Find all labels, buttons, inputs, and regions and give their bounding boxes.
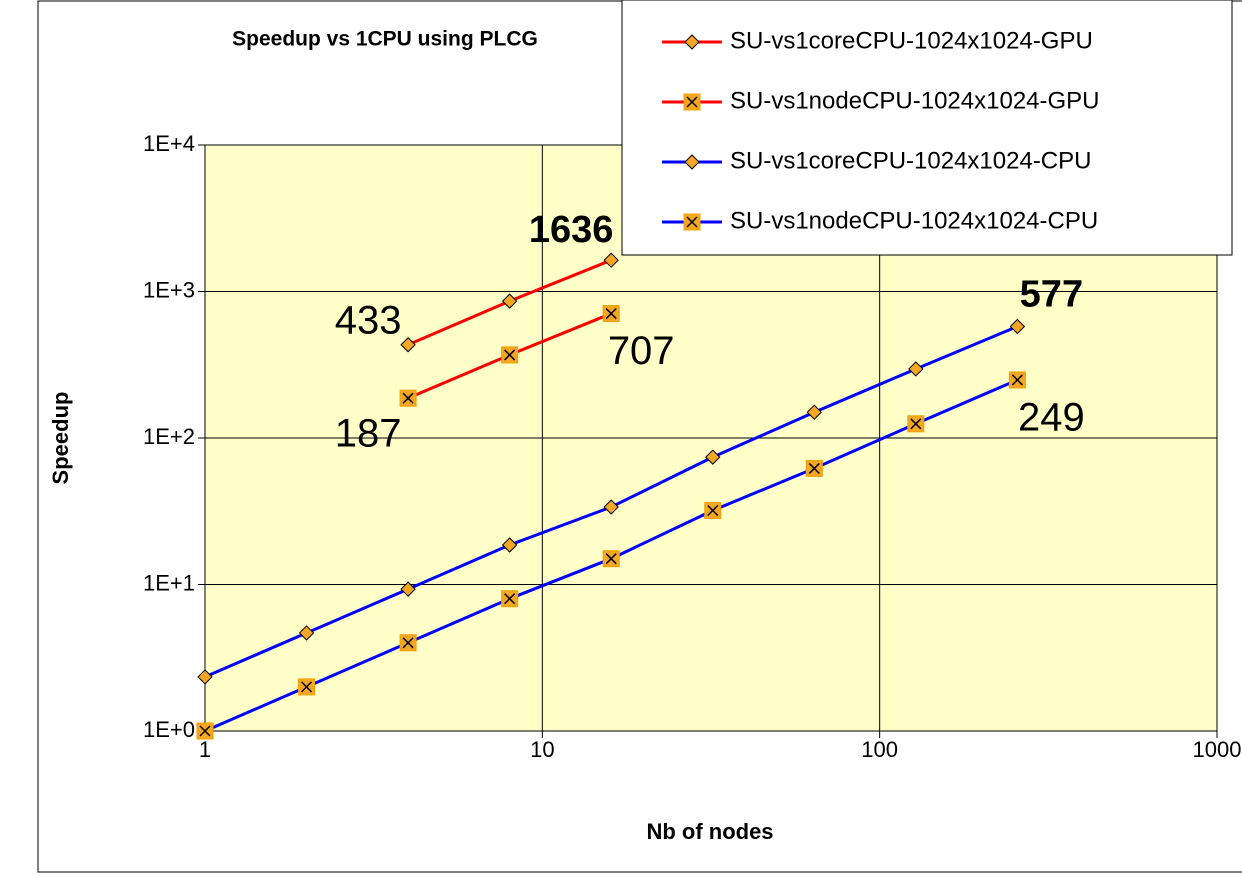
legend-marker xyxy=(683,213,701,231)
marker xyxy=(705,449,721,465)
marker xyxy=(400,581,416,597)
y-tick-label: 1E+3 xyxy=(143,277,195,302)
marker xyxy=(1008,371,1026,389)
x-tick-label: 10 xyxy=(530,737,554,762)
marker-cross xyxy=(199,725,211,737)
marker-cross xyxy=(504,349,516,361)
legend-marker xyxy=(683,93,701,111)
legend-box xyxy=(621,0,1233,256)
y-axis-label: Speedup xyxy=(48,392,73,485)
legend-marker xyxy=(684,34,700,50)
marker xyxy=(298,625,315,641)
marker xyxy=(805,459,823,477)
marker-cross xyxy=(686,216,698,228)
legend: SU-vs1coreCPU-1024x1024-GPU SU-vs1nodeCPU… xyxy=(621,0,1233,256)
data-label: 577 xyxy=(1020,274,1083,316)
marker xyxy=(806,404,822,420)
legend-label: SU-vs1coreCPU-1024x1024-GPU xyxy=(730,27,1093,54)
data-label: 707 xyxy=(608,329,675,373)
y-tick-label: 1E+2 xyxy=(143,424,195,449)
chart-title: Speedup vs 1CPU using PLCG xyxy=(232,28,538,51)
y-tick-label: 1E+0 xyxy=(143,717,195,742)
marker-cross xyxy=(910,418,922,430)
marker xyxy=(603,252,619,268)
marker-cross xyxy=(402,392,414,404)
data-label: 187 xyxy=(335,412,402,456)
y-tick-label: 1E+4 xyxy=(143,131,195,156)
legend-label: SU-vs1nodeCPU-1024x1024-CPU xyxy=(730,207,1098,234)
marker xyxy=(399,634,417,652)
marker-cross xyxy=(301,681,313,693)
x-tick-label: 100 xyxy=(861,737,898,762)
legend-marker xyxy=(684,154,700,170)
marker-cross xyxy=(605,553,617,565)
x-axis-label: Nb of nodes xyxy=(646,819,773,844)
marker xyxy=(602,305,620,323)
marker xyxy=(603,499,619,515)
legend-label: SU-vs1coreCPU-1024x1024-CPU xyxy=(730,147,1091,174)
marker xyxy=(1009,318,1026,335)
marker xyxy=(704,501,722,519)
marker xyxy=(501,293,518,309)
marker xyxy=(400,337,416,353)
marker xyxy=(908,361,924,377)
marker xyxy=(197,669,213,685)
marker xyxy=(501,590,519,608)
marker-cross xyxy=(402,637,414,649)
marker xyxy=(501,346,519,364)
data-label: 433 xyxy=(335,298,402,342)
marker-cross xyxy=(504,593,516,605)
marker xyxy=(907,415,925,433)
marker-cross xyxy=(707,504,719,517)
x-tick-label: 1 xyxy=(199,737,211,762)
marker-cross xyxy=(605,308,617,320)
marker xyxy=(501,537,518,553)
marker xyxy=(399,389,417,407)
marker xyxy=(196,722,214,740)
x-tick-label: 1000 xyxy=(1193,737,1242,762)
data-label: 1636 xyxy=(529,209,614,251)
legend-label: SU-vs1nodeCPU-1024x1024-GPU xyxy=(730,87,1100,114)
data-label: 249 xyxy=(1018,396,1085,440)
marker xyxy=(298,678,316,696)
marker-cross xyxy=(1011,374,1023,386)
y-tick-label: 1E+1 xyxy=(143,570,195,595)
marker-cross xyxy=(808,462,820,474)
marker-cross xyxy=(686,96,698,108)
marker xyxy=(602,550,620,568)
